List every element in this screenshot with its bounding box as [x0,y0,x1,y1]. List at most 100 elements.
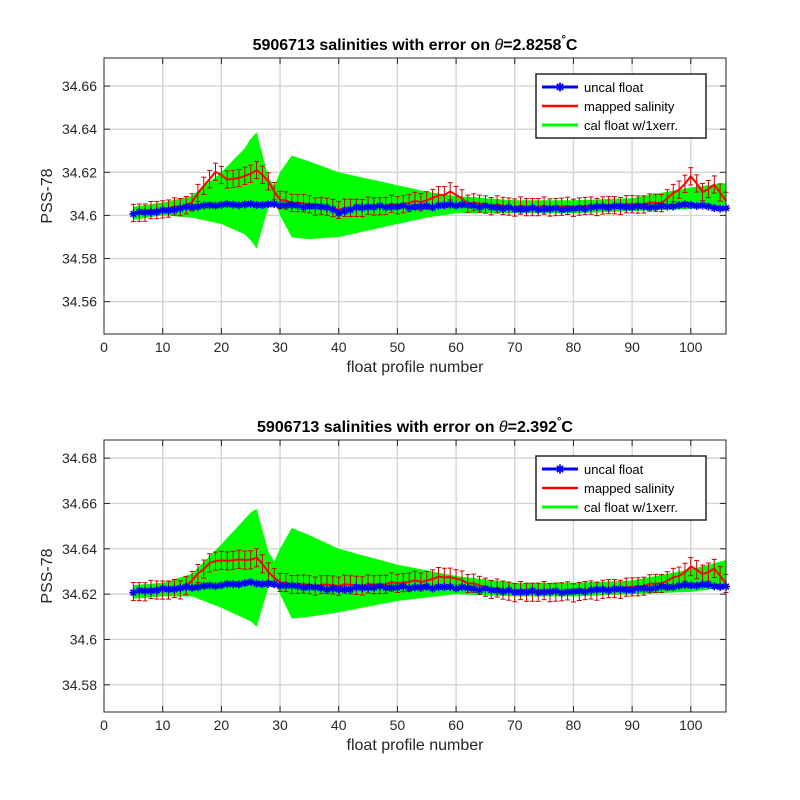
uncal-point [199,581,208,590]
degree-mark: ° [557,416,561,428]
marker-stroke [352,203,360,211]
marker-stroke [282,582,290,590]
marker-stroke [470,585,478,592]
title-theta: θ [494,37,503,54]
marker-stroke [546,205,554,213]
marker-stroke [282,201,290,209]
marker-stroke [716,205,724,212]
marker-stroke [329,206,337,213]
x-tick-label: 60 [448,339,464,355]
uncal-point [399,582,408,591]
uncal-point [510,205,519,214]
marker-stroke [259,201,266,209]
uncal-point [223,200,232,209]
marker-stroke [223,580,231,588]
uncal-point [416,202,425,211]
marker-stroke [135,587,143,594]
marker-stroke [247,200,255,208]
marker-stroke [247,578,255,586]
uncal-point [639,584,648,593]
marker-stroke [229,580,237,588]
title-unit: C [566,37,578,54]
marker-stroke [188,584,196,592]
uncal-point [669,583,678,592]
marker-stroke [417,583,425,591]
uncal-point [581,587,590,596]
uncal-point [528,586,537,595]
uncal-point [504,586,513,595]
marker-stroke [358,584,366,592]
uncal-point [516,205,525,214]
uncal-point [698,201,707,210]
cal-float-band [133,132,727,249]
marker-stroke [147,208,155,216]
uncal-point [369,583,378,592]
marker-stroke [476,586,483,594]
marker-stroke [270,200,278,208]
uncal-float-markers [129,578,730,597]
y-axis-label: PSS-78 [39,168,56,223]
title-theta: θ [499,419,508,436]
uncal-point [258,201,267,210]
uncal-point [504,203,513,212]
uncal-point [575,586,584,595]
marker-stroke [687,201,695,209]
uncal-point [557,588,566,597]
marker-stroke [171,206,178,214]
marker-stroke [587,586,595,594]
marker-stroke [675,582,683,590]
x-tick-label: 100 [679,339,703,355]
uncal-point [434,583,443,592]
marker-stroke [388,203,395,211]
marker-stroke [165,207,172,214]
uncal-point [675,201,684,210]
legend-label: cal float w/1xerr. [584,118,678,133]
x-tick-label: 90 [624,717,640,733]
marker-stroke [622,586,630,594]
mapped-salinity-line [133,556,727,594]
marker-stroke [376,202,384,210]
uncal-point [358,203,367,212]
uncal-point [581,204,590,213]
marker-stroke [217,581,225,589]
marker-stroke [716,583,724,591]
marker-stroke [517,205,524,213]
x-tick-label: 100 [679,717,703,733]
marker-stroke [223,200,231,208]
uncal-point [628,203,637,212]
marker-stroke [669,203,677,210]
uncal-point [328,205,337,214]
marker-stroke [253,201,260,209]
uncal-point [487,586,496,595]
mapped-salinity-line [133,168,727,214]
marker-stroke [663,203,671,210]
marker-stroke [634,585,642,592]
legend-star-marker [555,464,565,474]
uncal-point [182,583,191,592]
marker-stroke [581,588,589,596]
uncal-point [522,205,531,214]
marker-stroke [517,588,524,596]
uncal-point [334,209,343,218]
uncal-point [704,580,713,589]
marker-stroke [523,588,530,596]
marker-stroke [347,586,354,593]
y-tick-label: 34.64 [62,121,97,137]
chart-title: 5906713 salinities with error on θ=2.825… [253,34,578,54]
uncal-point [375,582,384,591]
y-tick-label: 34.68 [62,450,97,466]
marker-stroke [476,203,483,211]
uncal-point [223,579,232,588]
uncal-point [669,202,678,211]
uncal-float-markers [129,199,730,218]
axes-box [103,57,727,335]
marker-stroke [669,583,677,591]
uncal-point [651,583,660,592]
marker-stroke [628,203,636,211]
marker-stroke [335,586,343,593]
uncal-point [246,199,255,208]
uncal-point [141,586,150,595]
uncal-point [129,209,138,218]
marker-stroke [311,584,319,591]
x-tick-label: 40 [331,717,347,733]
